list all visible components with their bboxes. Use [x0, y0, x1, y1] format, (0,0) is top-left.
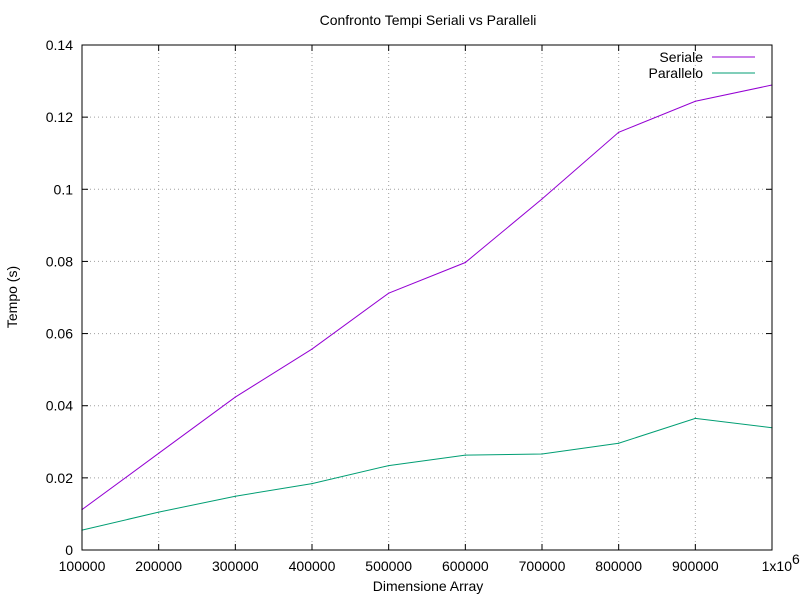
x-tick-label: 400000	[289, 558, 336, 574]
x-tick-label: 200000	[135, 558, 182, 574]
plot-frame	[81, 44, 773, 551]
x-tick-label: 1x10	[762, 558, 793, 574]
data-point-parallelo	[158, 511, 160, 513]
data-point-seriale	[234, 396, 236, 398]
x-tick-label: 800000	[595, 558, 642, 574]
data-point-seriale	[464, 261, 466, 264]
x-tick-label: 900000	[672, 558, 719, 574]
data-point-seriale	[618, 131, 620, 133]
y-tick-label: 0.08	[46, 253, 73, 269]
chart-title: Confronto Tempi Seriali vs Paralleli	[320, 12, 537, 28]
data-point-parallelo	[694, 417, 696, 419]
data-point-parallelo	[234, 495, 236, 497]
ticks: 0 0.02 0.04 0.06 0.08 0.1 0.12 0.14 100000 200000…	[46, 37, 800, 574]
x-tick-label: 600000	[442, 558, 489, 574]
data-point-parallelo	[464, 454, 466, 456]
data-point-seriale	[158, 452, 160, 454]
data-point-seriale	[388, 292, 390, 294]
y-tick-label: 0.12	[46, 109, 73, 125]
data-point-seriale	[694, 100, 696, 102]
data-point-seriale	[541, 198, 543, 200]
data-point-parallelo	[541, 453, 543, 455]
y-tick-label: 0.14	[46, 37, 73, 53]
data-point-parallelo	[311, 483, 313, 485]
grid	[82, 45, 772, 550]
series-line-parallelo	[81, 417, 773, 531]
data-point-parallelo	[388, 464, 390, 467]
data-point-parallelo	[618, 442, 620, 444]
x-tick-label: 100000	[59, 558, 106, 574]
y-tick-label: 0.06	[46, 326, 73, 342]
legend-label-parallelo: Parallelo	[649, 65, 704, 81]
y-tick-label: 0.02	[46, 470, 73, 486]
x-tick-label: 300000	[212, 558, 259, 574]
series-line-seriale	[81, 84, 773, 511]
legend-label-seriale: Seriale	[659, 49, 703, 65]
x-tick-label: 500000	[365, 558, 412, 574]
data-point-seriale	[311, 348, 313, 350]
y-axis-label: Tempo (s)	[4, 266, 20, 328]
y-tick-label: 0.1	[54, 181, 74, 197]
series-lines	[81, 84, 773, 531]
y-tick-label: 0	[65, 542, 73, 558]
y-tick-label: 0.04	[46, 398, 73, 414]
x-axis-label: Dimensione Array	[373, 578, 484, 594]
x-tick-exponent: 6	[792, 551, 800, 567]
x-tick-label: 700000	[519, 558, 566, 574]
